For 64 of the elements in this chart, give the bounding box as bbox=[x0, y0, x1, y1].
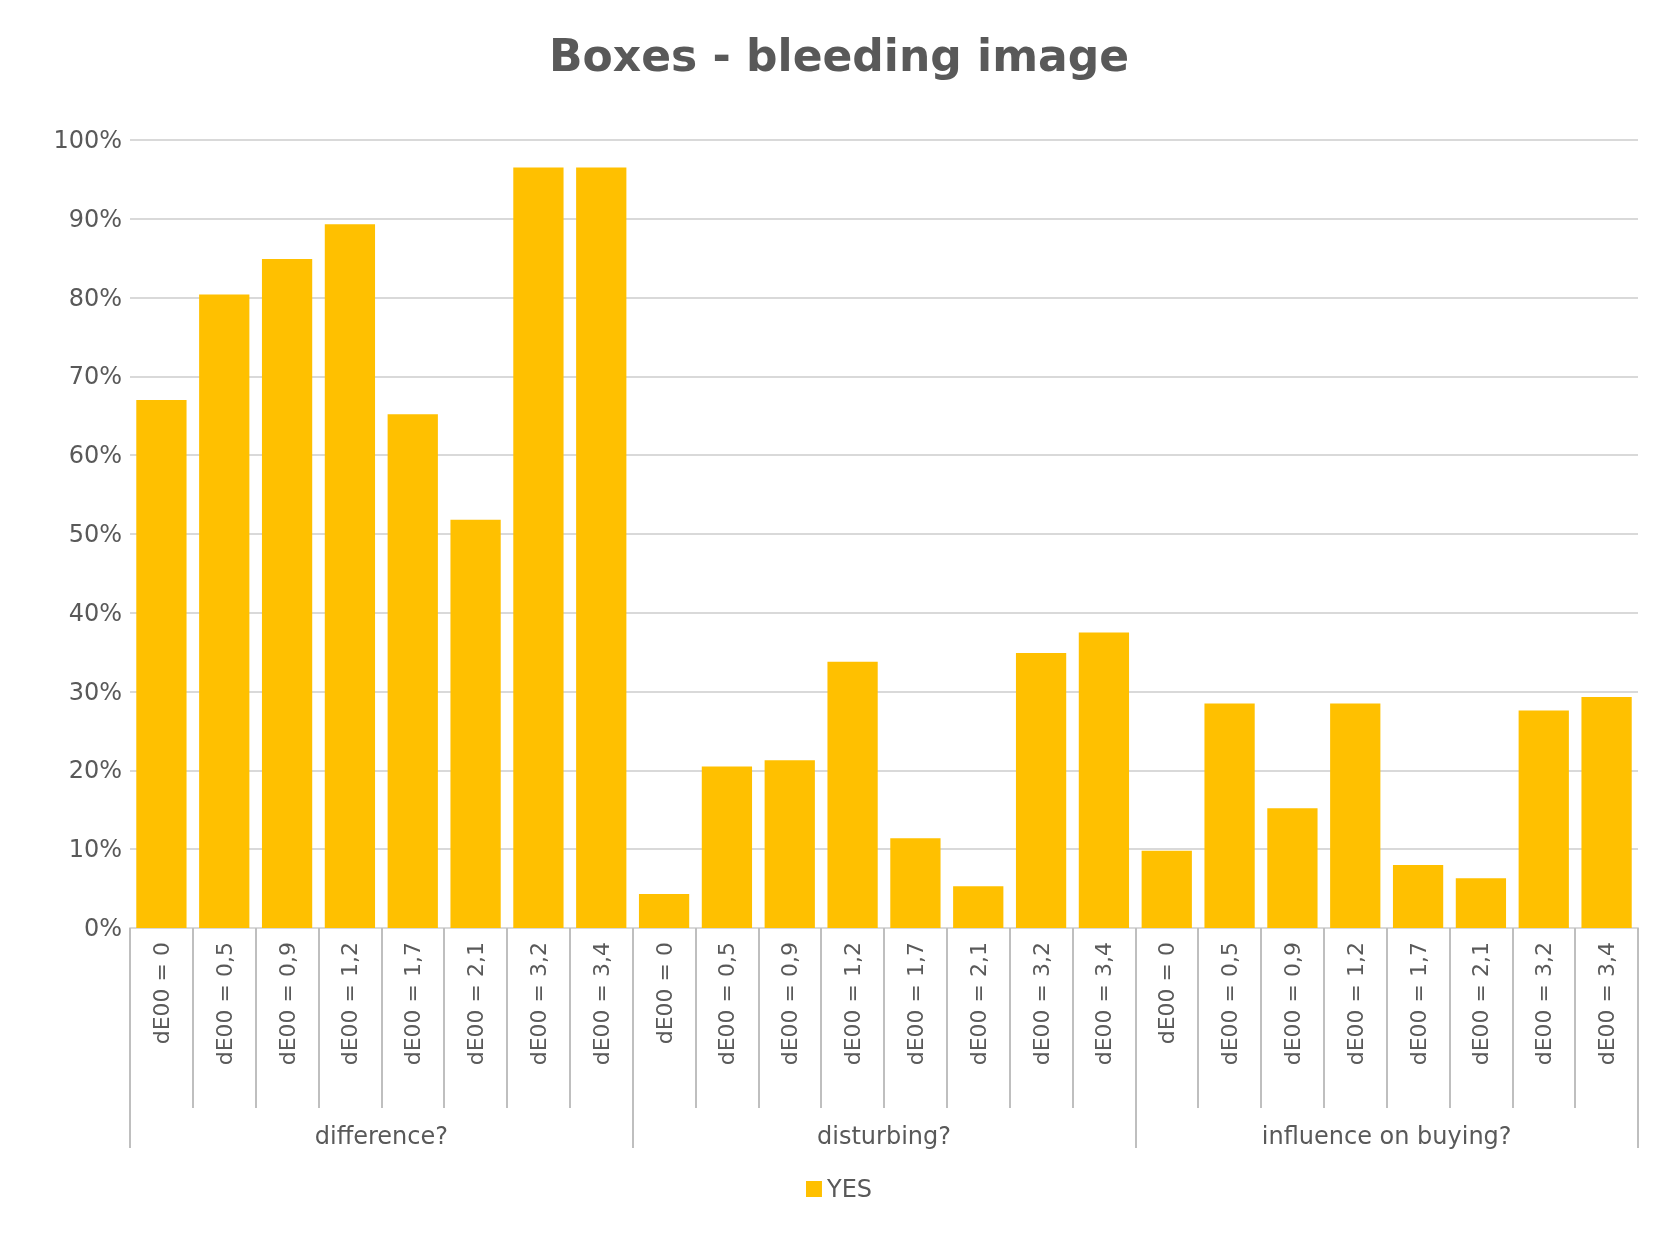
bar bbox=[827, 661, 878, 928]
x-tick-label: dE00 = 1,7 bbox=[1405, 942, 1431, 1066]
bar bbox=[1518, 710, 1569, 928]
text: difference? bbox=[314, 1122, 448, 1150]
bar bbox=[1455, 878, 1507, 928]
x-tick-label: dE00 = 1,7 bbox=[400, 942, 426, 1066]
bar bbox=[513, 167, 564, 928]
x-tick-label: dE00 = 0 bbox=[1154, 942, 1180, 1045]
bar bbox=[764, 760, 815, 928]
x-tick-label: dE00 = 0,5 bbox=[211, 942, 237, 1066]
x-tick-label: dE00 = 1,7 bbox=[902, 942, 928, 1066]
y-tick-label: 0% bbox=[83, 914, 122, 942]
bar bbox=[701, 766, 753, 928]
bar bbox=[136, 400, 187, 928]
chart-title: Boxes - bleeding image bbox=[548, 29, 1130, 81]
bar bbox=[1078, 632, 1130, 928]
x-tick-label: dE00 = 3,2 bbox=[1531, 942, 1557, 1066]
y-tick-label: 90% bbox=[68, 204, 122, 233]
y-tick-label: 30% bbox=[68, 677, 122, 706]
bar bbox=[1204, 703, 1255, 928]
y-tick-label: 70% bbox=[68, 362, 122, 391]
x-tick-label: dE00 = 0,9 bbox=[1279, 942, 1305, 1066]
x-tick-label: dE00 = 0,5 bbox=[714, 942, 740, 1066]
y-tick-label: 50% bbox=[68, 520, 122, 548]
bar bbox=[1015, 652, 1067, 928]
text: influence on buying? bbox=[1261, 1122, 1512, 1150]
y-tick-label: 40% bbox=[68, 598, 122, 627]
bar bbox=[199, 294, 250, 928]
bar bbox=[890, 838, 941, 928]
x-tick-label: dE00 = 3,2 bbox=[1028, 942, 1054, 1066]
x-tick-label: dE00 = 0 bbox=[148, 942, 174, 1045]
x-tick-label: dE00 = 0,9 bbox=[777, 942, 803, 1066]
bar bbox=[1141, 850, 1192, 928]
bar bbox=[1581, 697, 1632, 928]
x-tick-label: dE00 = 3,4 bbox=[588, 942, 614, 1066]
x-tick-label: dE00 = 1,2 bbox=[337, 942, 363, 1066]
y-tick-label: 20% bbox=[68, 756, 122, 785]
bar bbox=[953, 886, 1004, 928]
bar bbox=[1330, 703, 1381, 928]
bar bbox=[576, 167, 627, 928]
x-tick-label: dE00 = 1,2 bbox=[840, 942, 866, 1066]
text: disturbing? bbox=[817, 1122, 951, 1150]
x-tick-label: dE00 = 1,2 bbox=[1342, 942, 1368, 1066]
x-tick-label: dE00 = 3,2 bbox=[525, 942, 551, 1066]
legend-label: YES bbox=[825, 1175, 873, 1203]
y-tick-label: 100% bbox=[53, 126, 122, 154]
x-tick-label: dE00 = 2,1 bbox=[463, 942, 489, 1066]
bar bbox=[1392, 864, 1444, 928]
x-tick-label: dE00 = 3,4 bbox=[1594, 942, 1620, 1066]
x-tick-label: dE00 = 3,4 bbox=[1091, 942, 1117, 1066]
x-tick-label: dE00 = 2,1 bbox=[965, 942, 991, 1066]
bar bbox=[387, 414, 438, 928]
y-tick-label: 10% bbox=[68, 835, 122, 864]
y-tick-label: 60% bbox=[68, 441, 122, 470]
bar bbox=[324, 224, 376, 928]
y-tick-label: 80% bbox=[68, 283, 122, 312]
x-tick-label: dE00 = 2,1 bbox=[1468, 942, 1494, 1066]
bar bbox=[261, 258, 313, 928]
x-tick-label: dE00 = 0 bbox=[651, 942, 677, 1045]
x-tick-label: dE00 = 0,9 bbox=[274, 942, 300, 1066]
bar bbox=[450, 519, 501, 928]
bar bbox=[1267, 808, 1318, 928]
bar bbox=[638, 894, 690, 928]
x-tick-label: dE00 = 0,5 bbox=[1217, 942, 1243, 1066]
